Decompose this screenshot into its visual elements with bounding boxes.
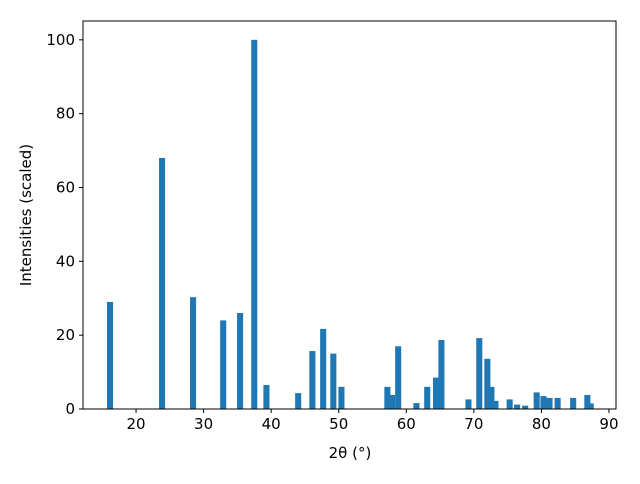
x-axis-label: 2θ (°) xyxy=(329,444,372,462)
bar xyxy=(190,297,197,409)
bar xyxy=(263,385,270,409)
bar xyxy=(424,386,431,409)
bar xyxy=(570,397,577,409)
bar xyxy=(465,399,472,409)
x-tick-label: 40 xyxy=(262,415,281,433)
bar xyxy=(546,397,553,409)
bar xyxy=(587,403,594,409)
bar xyxy=(522,405,529,409)
bar xyxy=(106,301,114,409)
x-tick-label: 90 xyxy=(599,415,618,433)
y-tick-label: 100 xyxy=(46,31,75,49)
bar xyxy=(506,399,513,409)
bar xyxy=(554,397,561,409)
x-tick-label: 60 xyxy=(397,415,416,433)
x-tick-label: 20 xyxy=(126,415,145,433)
x-tick-label: 80 xyxy=(532,415,551,433)
bar xyxy=(251,39,258,409)
y-axis-label: Intensities (scaled) xyxy=(17,144,35,286)
y-tick-label: 60 xyxy=(56,178,75,196)
bar xyxy=(220,320,227,409)
x-tick-label: 70 xyxy=(464,415,483,433)
bar xyxy=(309,351,316,409)
y-tick-label: 80 xyxy=(56,105,75,123)
y-tick-label: 20 xyxy=(56,326,75,344)
bar xyxy=(476,338,483,409)
bar xyxy=(237,313,244,409)
bar xyxy=(492,400,499,409)
bar xyxy=(295,393,302,409)
bar xyxy=(395,346,402,409)
bar xyxy=(389,394,396,409)
bar xyxy=(384,386,391,409)
bar xyxy=(488,386,495,409)
bar xyxy=(484,358,491,409)
x-tick-label: 50 xyxy=(329,415,348,433)
bar xyxy=(514,404,521,409)
bar xyxy=(338,386,345,409)
plot-frame xyxy=(82,20,617,410)
bar xyxy=(320,328,327,409)
bar xyxy=(432,377,440,409)
x-tick-label: 30 xyxy=(194,415,213,433)
bar xyxy=(413,403,420,409)
bar xyxy=(330,353,337,409)
bar xyxy=(540,396,547,409)
bar xyxy=(438,339,445,409)
y-tick-label: 0 xyxy=(65,400,75,418)
y-tick-label: 40 xyxy=(56,252,75,270)
bar xyxy=(584,394,591,409)
bar xyxy=(159,157,166,409)
bar xyxy=(533,392,540,409)
